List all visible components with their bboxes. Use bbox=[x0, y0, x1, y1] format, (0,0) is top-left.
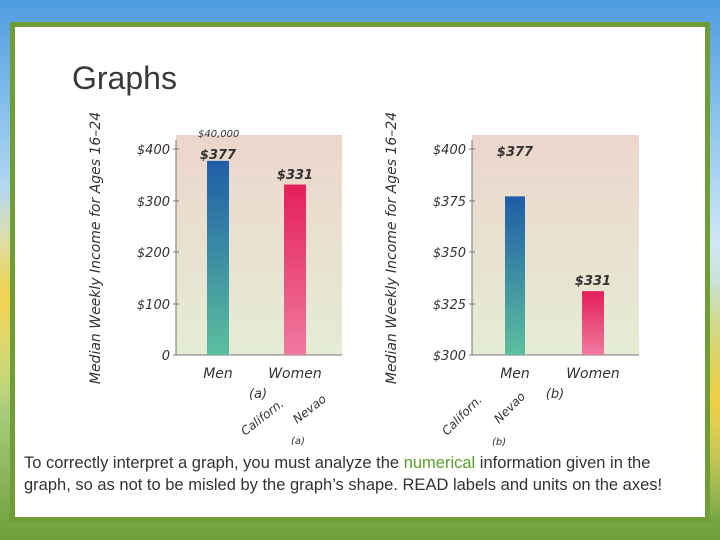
plot-area-a bbox=[176, 135, 342, 355]
panel-label-b: (b) bbox=[546, 387, 564, 402]
bar-a-women bbox=[284, 184, 306, 355]
ytick-b-3: $375 bbox=[433, 195, 466, 210]
ylabel-a: Median Weekly Income for Ages 16–24 bbox=[88, 112, 104, 384]
bar-b-men bbox=[505, 196, 525, 355]
ytick-b-2: $350 bbox=[433, 246, 466, 261]
caption-text-end: information given in the graph, so as no… bbox=[24, 454, 663, 494]
y-ticks-a: 0 $100 $200 $300 $400 bbox=[137, 143, 179, 364]
annotation-a-label: (a) bbox=[291, 436, 305, 447]
ytick-b-4: $400 bbox=[433, 143, 466, 158]
ylabel-b: Median Weekly Income for Ages 16–24 bbox=[384, 112, 400, 384]
ytick-a-4: $400 bbox=[137, 143, 170, 158]
xtick-a-women: Women bbox=[268, 366, 322, 382]
xtick-b-men: Men bbox=[500, 366, 530, 382]
value-label-a-women: $331 bbox=[277, 168, 313, 183]
value-label-b-men: $377 bbox=[497, 145, 534, 160]
caption-highlight: numerical bbox=[403, 454, 476, 472]
note-top-a: $40,000 bbox=[198, 129, 239, 140]
ytick-b-1: $325 bbox=[433, 298, 466, 313]
annotation-b-nevada: Nevao bbox=[491, 389, 528, 426]
ytick-a-2: $200 bbox=[137, 246, 170, 261]
plot-area-b bbox=[472, 135, 639, 355]
annotation-b-label: (b) bbox=[492, 437, 506, 448]
xtick-a-men: Men bbox=[203, 366, 233, 382]
chart-a: $40,000 0 $100 $200 $300 $400 Median Wee… bbox=[88, 112, 342, 447]
annotation-a-nevada: Nevao bbox=[290, 392, 329, 427]
annotation-a-california: Californ. bbox=[238, 396, 286, 438]
value-label-a-men: $377 bbox=[200, 148, 237, 163]
annotation-b-california: Californ. bbox=[439, 393, 484, 438]
y-ticks-b: $300 $325 $350 $375 $400 bbox=[433, 143, 475, 364]
chart-b: $300 $325 $350 $375 $400 Median Weekly I… bbox=[384, 112, 639, 448]
slide-title: Graphs bbox=[72, 60, 177, 96]
ytick-a-0: 0 bbox=[162, 349, 170, 364]
bar-b-women bbox=[582, 291, 604, 355]
value-label-b-women: $331 bbox=[575, 274, 611, 289]
ytick-a-1: $100 bbox=[137, 298, 170, 313]
xtick-b-women: Women bbox=[566, 366, 620, 382]
bar-a-men bbox=[207, 160, 229, 355]
panel-label-a: (a) bbox=[249, 387, 267, 402]
ytick-a-3: $300 bbox=[137, 195, 170, 210]
slide-caption: To correctly interpret a graph, you must… bbox=[24, 453, 696, 496]
ytick-b-0: $300 bbox=[433, 349, 466, 364]
caption-text-start: To correctly interpret a graph, you must… bbox=[24, 454, 404, 472]
